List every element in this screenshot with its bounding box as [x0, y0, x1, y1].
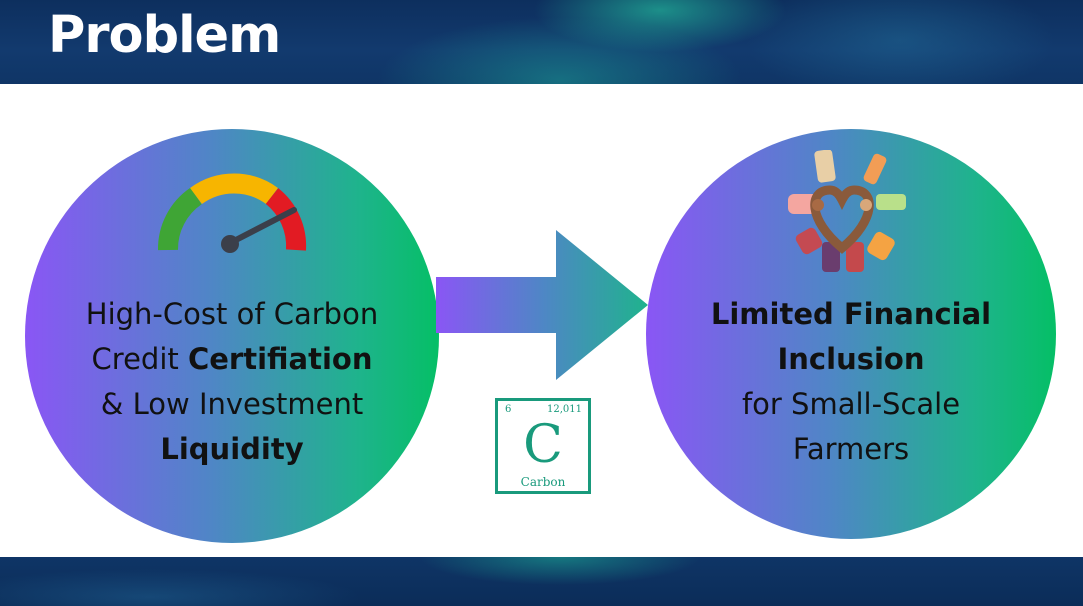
right-line-4: Farmers: [792, 432, 910, 466]
left-line-2: Credit Certifiation: [35, 337, 429, 382]
left-line-2-bold: Certifiation: [187, 342, 373, 376]
problem-circle-right: [646, 129, 1056, 539]
right-line-1: Limited Financial: [710, 297, 992, 331]
speedometer-gauge-icon: [158, 173, 307, 253]
right-line-3: for Small-Scale: [741, 387, 961, 421]
element-name: Carbon: [520, 475, 566, 489]
atomic-mass: 12,011: [547, 404, 582, 415]
right-line-2: Inclusion: [777, 342, 925, 376]
carbon-element-tile: 6 12,011 C Carbon: [495, 398, 591, 494]
page-title: Problem: [48, 6, 281, 65]
right-arrow-icon: [436, 230, 648, 380]
left-line-3: & Low Investment: [100, 387, 364, 421]
footer-band: [0, 557, 1083, 606]
problem-circle-left: [25, 129, 439, 543]
left-line-2-prefix: Credit: [91, 342, 188, 376]
right-circle-text: Limited Financial Inclusion for Small-Sc…: [652, 292, 1050, 472]
diverse-hands-heart-icon: [788, 150, 906, 272]
header-band: Problem: [0, 0, 1083, 84]
left-circle-text: High-Cost of Carbon Credit Certifiation …: [35, 292, 429, 472]
atomic-number: 6: [505, 404, 512, 415]
element-symbol: C: [523, 415, 563, 475]
left-line-1: High-Cost of Carbon: [85, 297, 379, 331]
left-line-4: Liquidity: [160, 432, 304, 466]
